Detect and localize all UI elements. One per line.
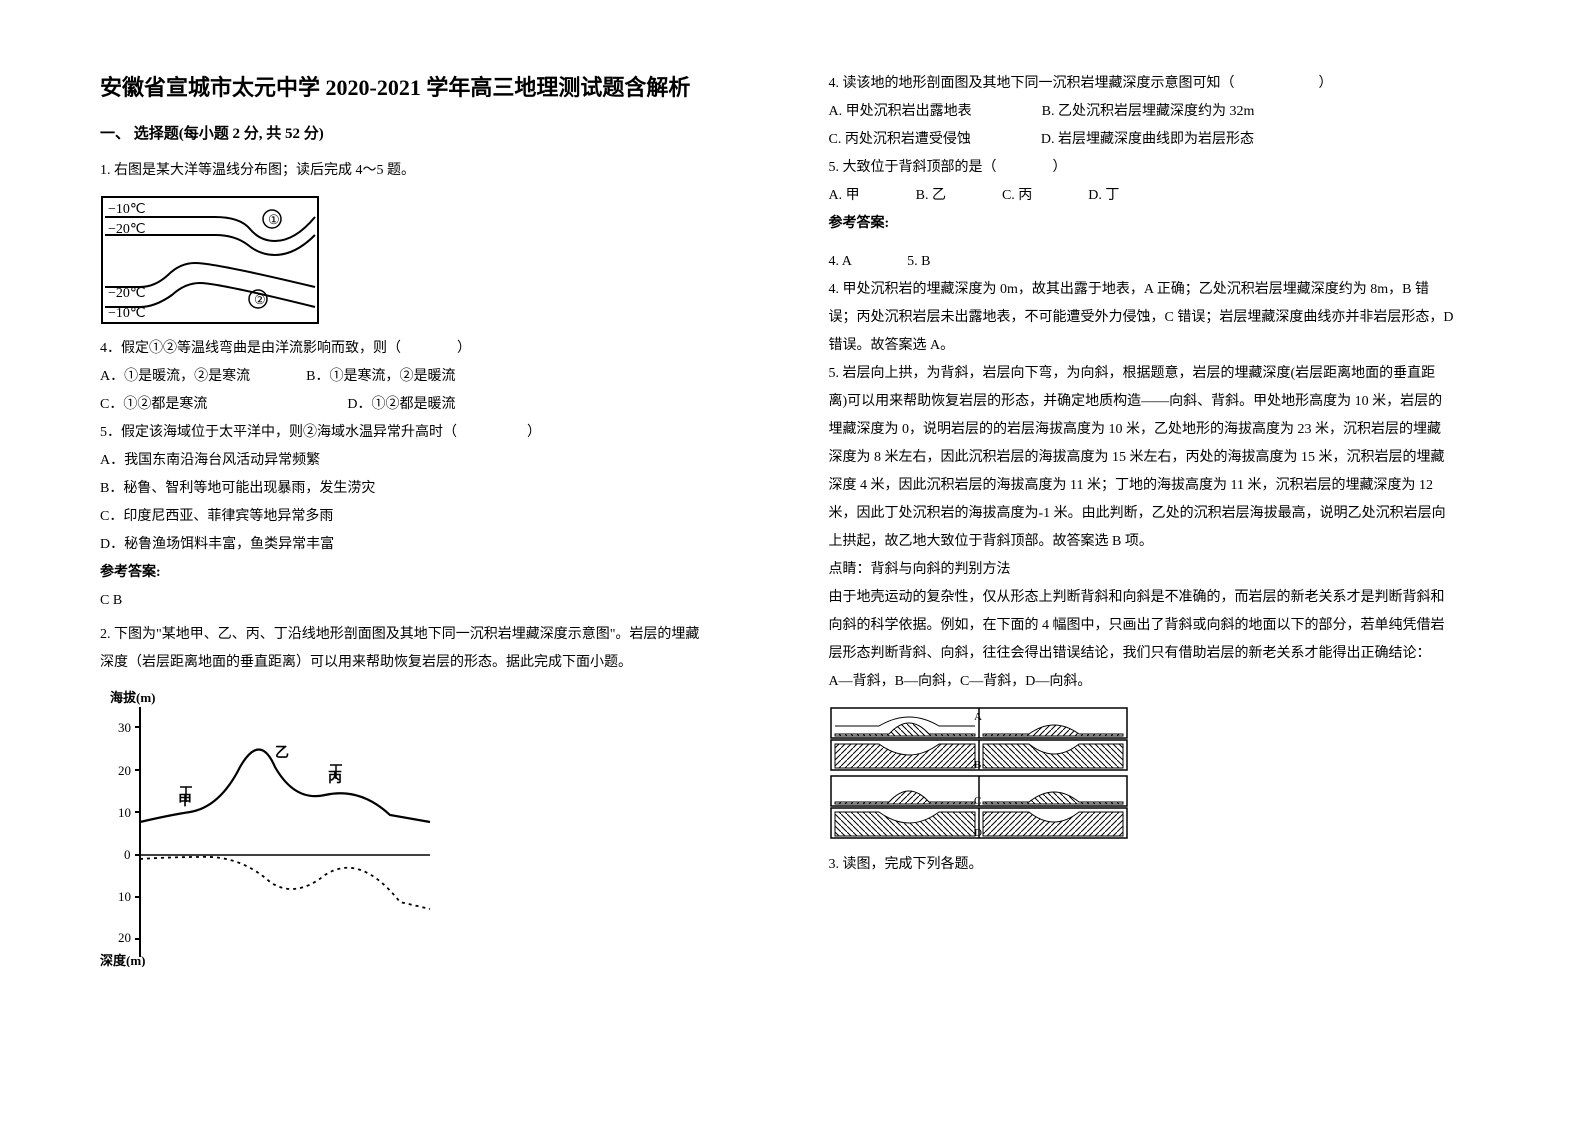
q1-5-a: A．我国东南沿海台风活动异常频繁	[100, 447, 769, 475]
exp-11: 由于地壳运动的复杂性，仅从形态上判断背斜和向斜是不准确的，而岩层的新老关系才是判…	[829, 584, 1498, 612]
exp-14: A—背斜，B—向斜，C—背斜，D—向斜。	[829, 668, 1498, 696]
right-column: 4. 读该地的地形剖面图及其地下同一沉积岩埋藏深度示意图可知（ ） A. 甲处沉…	[829, 70, 1498, 1092]
figure-anticline-syncline: A B C D	[829, 706, 1498, 841]
q1-5-d: D．秘鲁渔场饵料丰富，鱼类异常丰富	[100, 531, 769, 559]
q2-answer-head: 参考答案:	[829, 210, 1498, 238]
ytick-0: 0	[124, 847, 131, 862]
question-1: 1. 右图是某大洋等温线分布图；读后完成 4～5 题。 −10℃ −20℃ −2…	[100, 157, 769, 615]
q2-4-cd: C. 丙处沉积岩遭受侵蚀 D. 岩层埋藏深度曲线即为岩层形态	[829, 126, 1498, 154]
fig3-B: B	[974, 759, 981, 771]
section-heading: 一、 选择题(每小题 2 分, 共 52 分)	[100, 122, 769, 143]
q1-intro: 1. 右图是某大洋等温线分布图；读后完成 4～5 题。	[100, 157, 769, 185]
fig3-A: A	[974, 711, 982, 723]
exp-0: 4. 甲处沉积岩的埋藏深度为 0m，故其出露于地表，A 正确；乙处沉积岩层埋藏深…	[829, 276, 1498, 304]
exp-4: 离)可以用来帮助恢复岩层的形态，并确定地质构造——向斜、背斜。甲处地形高度为 1…	[829, 388, 1498, 416]
exp-7: 深度 4 米，因此沉积岩层的海拔高度为 11 米；丁地的海拔高度为 11 米，沉…	[829, 472, 1498, 500]
marker-2: ②	[254, 292, 266, 307]
exp-9: 上拱起，故乙地大致位于背斜顶部。故答案选 B 项。	[829, 528, 1498, 556]
ytick-20: 20	[118, 763, 131, 778]
exp-8: 米，因此丁处沉积岩的海拔高度为-1 米。由此判断，乙处的沉积岩层海拔最高，说明乙…	[829, 500, 1498, 528]
ytick-b10: 10	[118, 889, 131, 904]
exp-12: 向斜的科学依据。例如，在下面的 4 幅图中，只画出了背斜或向斜的地面以下的部分，…	[829, 612, 1498, 640]
q2-5-opts: A. 甲 B. 乙 C. 丙 D. 丁	[829, 182, 1498, 210]
figure-profile: 海拔(m) 30 20 10 0 10 20 深度(m)	[100, 687, 769, 967]
q1-answer-head: 参考答案:	[100, 559, 769, 587]
ytick-b20: 20	[118, 930, 131, 945]
marker-yi: 乙	[275, 745, 289, 761]
iso-label-3: −20℃	[108, 286, 146, 301]
q2-intro-1: 2. 下图为"某地甲、乙、丙、丁沿线地形剖面图及其地下同一沉积岩埋藏深度示意图"…	[100, 621, 769, 649]
marker-bing: 丙	[328, 770, 342, 786]
question-2-intro: 2. 下图为"某地甲、乙、丙、丁沿线地形剖面图及其地下同一沉积岩埋藏深度示意图"…	[100, 621, 769, 977]
ylabel-bottom: 深度(m)	[100, 953, 146, 967]
q1-5: 5．假定该海域位于太平洋中，则②海域水温异常升高时（ ）	[100, 419, 769, 447]
exp-5: 埋藏深度为 0，说明岩层的的岩层海拔高度为 10 米，乙处地形的海拔高度为 23…	[829, 416, 1498, 444]
marker-1: ①	[268, 212, 280, 227]
marker-jia: 甲	[178, 793, 192, 809]
q1-4: 4．假定①②等温线弯曲是由洋流影响而致，则（ ）	[100, 335, 769, 363]
q2-4: 4. 读该地的地形剖面图及其地下同一沉积岩埋藏深度示意图可知（ ）	[829, 70, 1498, 98]
left-column: 安徽省宣城市太元中学 2020-2021 学年高三地理测试题含解析 一、 选择题…	[100, 70, 769, 1092]
q1-5-c: C．印度尼西亚、菲律宾等地异常多雨	[100, 503, 769, 531]
q2-intro-2: 深度（岩层距离地面的垂直距离）可以用来帮助恢复岩层的形态。据此完成下面小题。	[100, 649, 769, 677]
q1-5-b: B．秘鲁、智利等地可能出现暴雨，发生涝灾	[100, 475, 769, 503]
question-3: 3. 读图，完成下列各题。	[829, 851, 1498, 879]
iso-label-1: −10℃	[108, 202, 146, 217]
iso-label-4: −10℃	[108, 306, 146, 321]
q2-5: 5. 大致位于背斜顶部的是（ ）	[829, 154, 1498, 182]
iso-label-2: −20℃	[108, 222, 146, 237]
q2-4-ab: A. 甲处沉积岩出露地表 B. 乙处沉积岩层埋藏深度约为 32m	[829, 98, 1498, 126]
q1-4-ab: A．①是暖流，②是寒流 B．①是寒流，②是暖流	[100, 363, 769, 391]
ylabel-top: 海拔(m)	[110, 690, 156, 705]
spacer	[829, 238, 1498, 248]
exp-3: 5. 岩层向上拱，为背斜，岩层向下弯，为向斜，根据题意，岩层的埋藏深度(岩层距离…	[829, 360, 1498, 388]
exp-1: 误；丙处沉积岩层未出露地表，不可能遭受外力侵蚀，C 错误；岩层埋藏深度曲线亦并非…	[829, 304, 1498, 332]
q1-answer: C B	[100, 587, 769, 615]
fig3-D: D	[974, 827, 982, 839]
exp-10: 点睛：背斜与向斜的判别方法	[829, 556, 1498, 584]
doc-title: 安徽省宣城市太元中学 2020-2021 学年高三地理测试题含解析	[100, 70, 769, 102]
exp-13: 层形态判断背斜、向斜，往往会得出错误结论，我们只有借助岩层的新老关系才能得出正确…	[829, 640, 1498, 668]
figure-isotherms: −10℃ −20℃ −20℃ −10℃ ① ②	[100, 195, 769, 325]
q1-4-cd: C．①②都是寒流 D．①②都是暖流	[100, 391, 769, 419]
exp-6: 深度为 8 米左右，因此沉积岩层的海拔高度为 15 米左右，丙处的海拔高度为 1…	[829, 444, 1498, 472]
ytick-30: 30	[118, 720, 131, 735]
q2-answer: 4. A 5. B	[829, 248, 1498, 276]
exp-2: 错误。故答案选 A。	[829, 332, 1498, 360]
ytick-10: 10	[118, 805, 131, 820]
fig3-C: C	[974, 795, 981, 807]
